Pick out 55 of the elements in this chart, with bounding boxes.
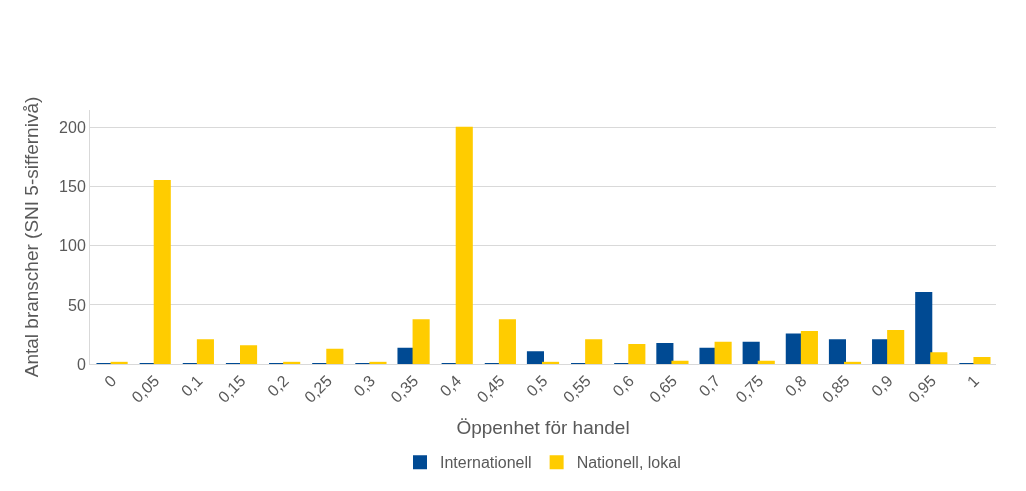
x-tick-label: 0,25 — [301, 371, 336, 406]
y-tick-label: 200 — [59, 119, 86, 137]
x-tick-label: 0,85 — [818, 371, 853, 406]
x-tick-label: 0,7 — [695, 371, 724, 400]
x-axis-title: Öppenhet för handel — [456, 416, 630, 438]
bar — [628, 344, 646, 364]
x-tick-label: 0,5 — [523, 371, 551, 400]
x-tick-label: 0,2 — [264, 371, 292, 400]
bar — [828, 339, 846, 364]
y-tick-label: 50 — [68, 296, 86, 314]
bar — [930, 352, 948, 364]
bar — [412, 319, 430, 364]
x-tick-label: 0,65 — [646, 371, 681, 406]
bar — [714, 341, 732, 364]
bar — [973, 357, 991, 364]
bar — [656, 342, 674, 364]
legend-label: Nationell, lokal — [576, 454, 681, 472]
y-axis-title: Antal branscher (SNI 5-siffernivå) — [20, 96, 42, 378]
bar — [699, 347, 717, 364]
x-tick-label: 0,15 — [214, 371, 249, 406]
bar — [887, 329, 905, 364]
x-tick-label: 0,95 — [905, 371, 940, 406]
bar — [785, 333, 803, 364]
x-tick-label: 0,3 — [350, 371, 379, 400]
bar — [585, 339, 603, 364]
x-tick-label: 0,05 — [128, 371, 163, 406]
bar — [455, 126, 473, 364]
y-tick-label: 100 — [59, 237, 86, 255]
x-tick-label: 0,9 — [868, 371, 896, 400]
x-tick-label: 1 — [963, 371, 983, 391]
bar — [196, 339, 214, 364]
bar — [915, 292, 933, 364]
x-tick-label: 0,55 — [559, 371, 594, 406]
x-tick-label: 0,1 — [177, 371, 206, 400]
legend-label: Internationell — [440, 454, 532, 472]
bar — [326, 348, 344, 364]
bar — [526, 351, 544, 364]
x-tick-label: 0,35 — [387, 371, 422, 406]
y-tick-label: 150 — [59, 178, 86, 196]
bar — [240, 345, 258, 364]
x-tick-label: 0 — [101, 371, 120, 391]
x-tick-label: 0,75 — [732, 371, 767, 406]
bar — [671, 360, 689, 364]
bar — [757, 360, 775, 364]
x-tick-label: 0,6 — [609, 371, 638, 400]
bar — [498, 319, 516, 364]
x-tick-label: 0,45 — [473, 371, 508, 406]
bar — [153, 179, 171, 364]
bar — [397, 347, 415, 364]
bar — [872, 339, 890, 364]
x-tick-label: 0,8 — [781, 371, 810, 400]
x-tick-label: 0,4 — [436, 371, 465, 400]
y-tick-label: 0 — [76, 355, 86, 373]
bar — [742, 341, 760, 364]
bar — [800, 331, 818, 364]
